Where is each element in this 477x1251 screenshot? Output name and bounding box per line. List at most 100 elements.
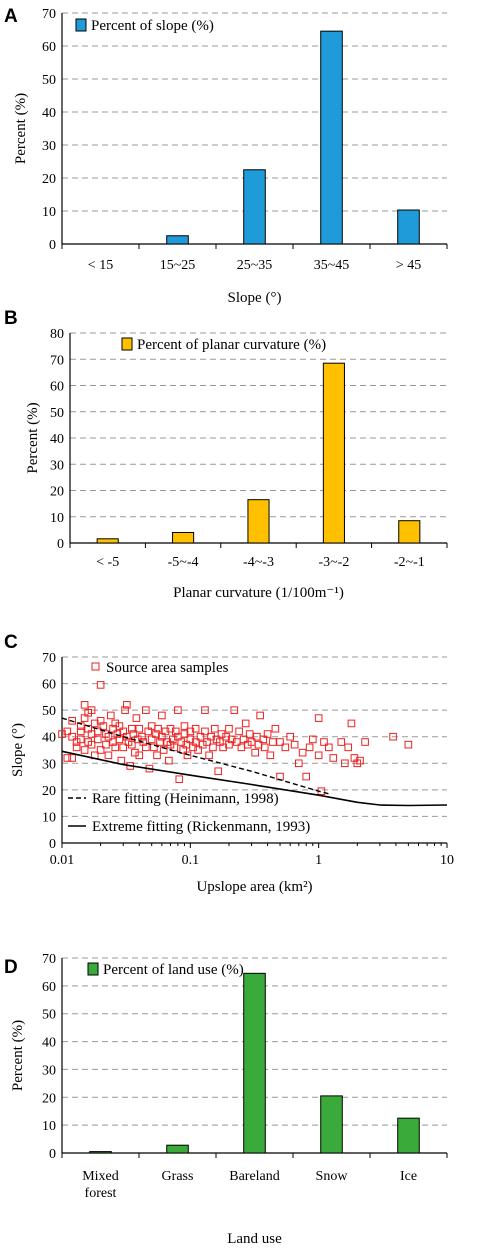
sample-point [353,759,362,768]
bar [398,520,421,544]
legend-label: Source area samples [106,660,229,676]
y-tick-label: 40 [42,106,56,121]
sample-point [214,767,223,776]
sample-point [96,746,105,754]
legend-label: Extreme fitting (Rickenmann, 1993) [92,819,310,835]
category-label: -2~-1 [394,555,425,570]
y-tick-label: 10 [42,1119,56,1134]
y-axis-label: Percent (%) [25,402,41,473]
legend-label: Rare fitting (Heinimann, 1998) [92,791,279,807]
sample-point [68,716,76,725]
y-tick-label: 10 [50,511,64,526]
sample-point [93,727,102,736]
sample-point [142,706,150,714]
sample-point [129,730,138,738]
legend-label: Percent of slope (%) [91,18,214,34]
sample-point [113,730,122,738]
bar [322,362,345,544]
sample-point [180,722,189,730]
sample-point [186,727,195,736]
sample-point [123,701,131,709]
sample-point [205,751,213,760]
sample-point [166,740,175,749]
sample-point [281,743,290,752]
category-label: < 15 [88,258,113,273]
y-tick-label: 70 [42,952,56,967]
sample-point [171,727,180,736]
category-label: Bareland [229,1169,280,1184]
sample-point [132,714,141,722]
sample-point [219,743,227,752]
sample-point [389,732,397,741]
legend-label: Percent of land use (%) [103,962,244,978]
sample-point [230,706,239,714]
sample-point [225,724,233,733]
y-tick-label: 40 [42,1036,56,1051]
category-label: < -5 [96,555,119,570]
x-axis-label: Planar curvature (1/100m⁻¹) [173,585,344,601]
x-axis-label: Slope (°) [228,290,282,306]
sample-point [175,775,184,784]
bar [166,235,189,245]
sample-point [168,735,177,744]
sample-point [104,751,113,760]
sample-point [154,724,162,733]
sample-point [177,738,186,746]
sample-point [99,722,108,730]
sample-point [138,732,146,741]
sample-point [135,724,144,733]
sample-point [128,740,136,749]
y-axis-label: Percent (%) [13,93,29,164]
sample-point [198,740,207,749]
sample-point [106,711,115,720]
sample-point [156,738,164,746]
sample-point [147,735,156,744]
sample-point [135,751,144,760]
sample-point [76,722,85,730]
sample-point [63,727,72,736]
y-tick-label: 60 [42,678,56,693]
y-tick-label: 0 [49,1147,56,1162]
sample-point [80,701,89,709]
bar [397,209,420,245]
category-label: Grass [162,1169,194,1184]
sample-point [241,719,250,728]
sample-point [290,740,299,749]
sample-point [150,743,158,752]
y-axis-label: Slope (°) [10,723,26,777]
y-tick-label: 60 [42,980,56,995]
sample-point [286,732,294,741]
sample-point [325,743,333,752]
sample-point [239,735,248,744]
category-label: > 45 [396,258,421,273]
y-tick-label: 70 [42,651,56,666]
sample-point [256,711,264,720]
y-tick-label: 50 [42,704,56,719]
sample-point [111,719,120,728]
y-tick-label: 0 [57,537,64,552]
sample-point [191,738,200,746]
y-tick-label: 30 [42,1063,56,1078]
sample-point [80,746,89,754]
y-tick-label: 80 [50,327,64,342]
bar [243,972,266,1154]
category-label: Mixed [82,1169,119,1184]
sample-point [245,730,254,738]
category-label: forest [85,1186,117,1201]
category-label: Snow [316,1169,349,1184]
sample-point [58,730,66,738]
y-tick-label: 70 [50,353,64,368]
sample-point [207,732,215,741]
bar [243,169,266,245]
sample-point [347,719,356,728]
sample-point [196,732,205,741]
sample-point [191,724,200,733]
y-tick-label: 60 [42,40,56,55]
sample-point [235,727,243,736]
y-tick-label: 10 [42,810,56,825]
y-tick-label: 50 [50,406,64,421]
bar [172,532,195,544]
sample-point [153,751,161,760]
sample-point [294,759,303,768]
sample-point [361,738,369,746]
